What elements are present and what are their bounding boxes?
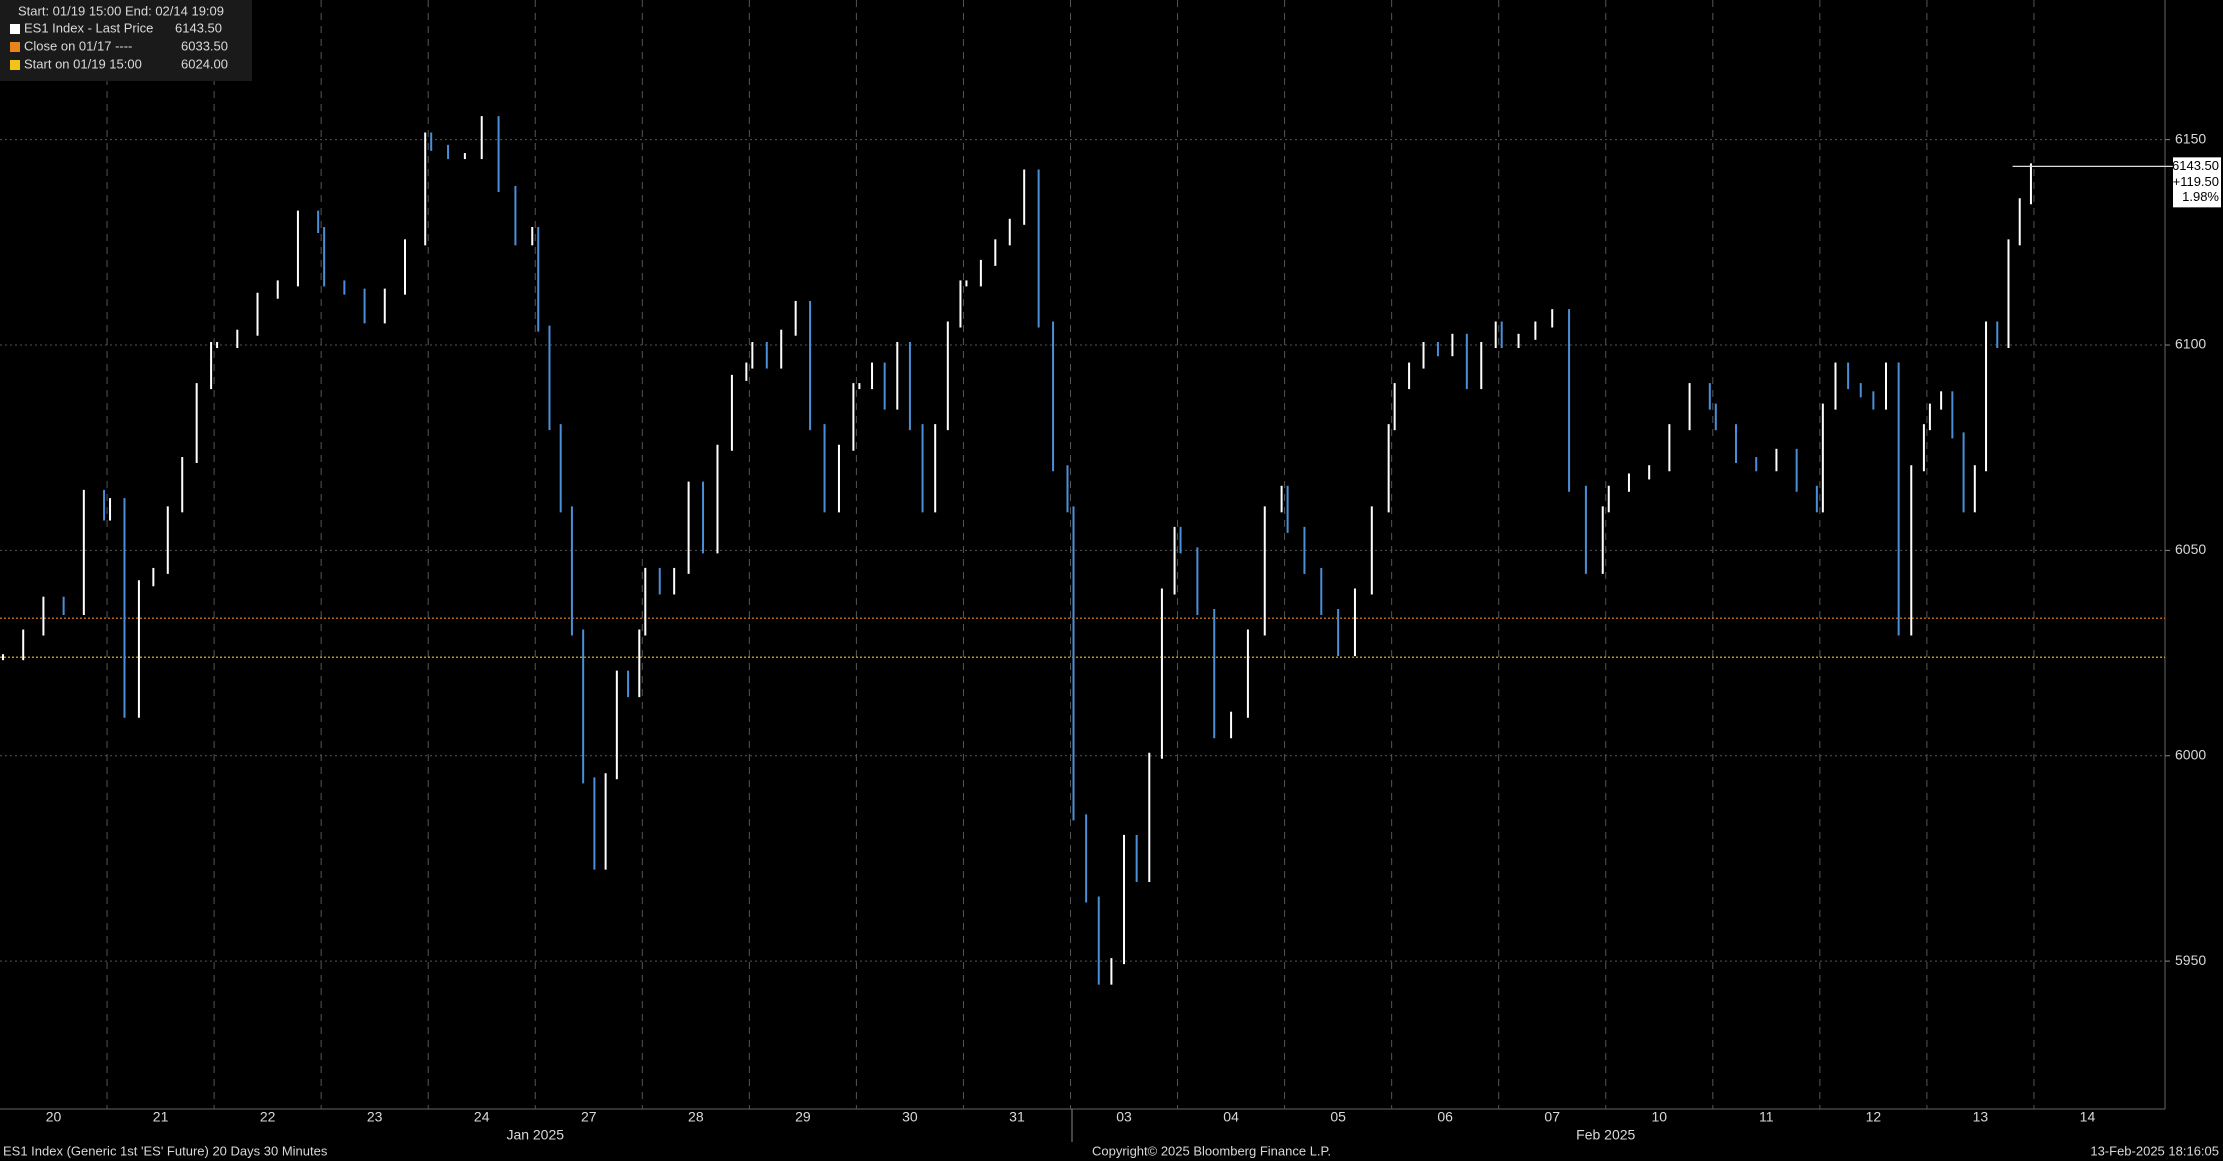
plot-area: 5950 6000 6050 6100 6150 20 21 22 23 24 27 28 29 30 31… (0, 0, 2206, 1143)
y-tick-label: 6150 (2175, 130, 2206, 146)
x-tick-label: 27 (581, 1109, 597, 1125)
month-label: Jan 2025 (506, 1127, 564, 1143)
x-tick-label: 31 (1009, 1109, 1025, 1125)
y-tick-label: 6100 (2175, 336, 2206, 352)
change-label: +119.50 (2173, 174, 2219, 189)
legend-value: 6033.50 (181, 38, 228, 53)
x-tick-label: 23 (367, 1109, 383, 1125)
legend-title: Start: 01/19 15:00 End: 02/14 19:09 (18, 3, 224, 18)
x-tick-label: 06 (1437, 1109, 1453, 1125)
x-tick-label: 03 (1116, 1109, 1132, 1125)
x-tick-label: 20 (46, 1109, 62, 1125)
x-tick-label: 30 (902, 1109, 918, 1125)
month-label: Feb 2025 (1576, 1127, 1635, 1143)
x-tick-label: 05 (1330, 1109, 1346, 1125)
x-tick-label: 13 (1973, 1109, 1989, 1125)
x-tick-label: 28 (688, 1109, 704, 1125)
legend-label: Close on 01/17 ---- (24, 38, 132, 53)
x-tick-label: 12 (1866, 1109, 1882, 1125)
x-tick-label: 24 (474, 1109, 490, 1125)
x-tick-label: 04 (1223, 1109, 1239, 1125)
legend-swatch (10, 60, 20, 70)
change-pct-label: 1.98% (2182, 189, 2219, 204)
legend-label: ES1 Index - Last Price (24, 20, 153, 35)
x-tick-label: 10 (1651, 1109, 1667, 1125)
x-tick-label: 22 (260, 1109, 276, 1125)
y-tick-label: 6050 (2175, 541, 2206, 557)
price-label-box (2173, 157, 2221, 208)
footer-left: ES1 Index (Generic 1st 'ES' Future) 20 D… (3, 1143, 328, 1158)
x-tick-label: 11 (1759, 1109, 1774, 1125)
legend-box (0, 0, 252, 81)
price-label: 6143.50 (2172, 158, 2219, 173)
footer-center: Copyright© 2025 Bloomberg Finance L.P. (1092, 1143, 1331, 1158)
x-tick-label: 29 (795, 1109, 811, 1125)
legend-swatch (10, 24, 20, 34)
footer-right: 13-Feb-2025 18:16:05 (2090, 1143, 2219, 1158)
y-tick-label: 5950 (2175, 952, 2206, 968)
x-tick-label: 21 (153, 1109, 169, 1125)
y-tick-label: 6000 (2175, 746, 2206, 762)
legend-value: 6024.00 (181, 56, 228, 71)
x-tick-label: 07 (1544, 1109, 1560, 1125)
legend-swatch (10, 42, 20, 52)
legend-value: 6143.50 (175, 20, 222, 35)
legend-label: Start on 01/19 15:00 (24, 56, 142, 71)
x-tick-label: 14 (2080, 1109, 2096, 1125)
